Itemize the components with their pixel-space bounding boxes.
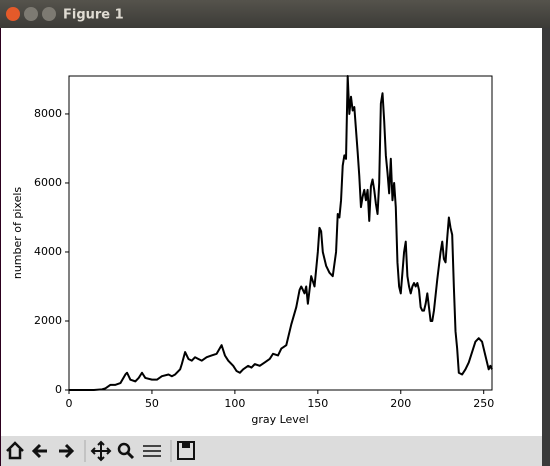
y-tick-label: 6000	[34, 176, 62, 189]
configure-button[interactable]	[143, 445, 161, 457]
data-line	[69, 75, 493, 391]
x-tick-label: 0	[66, 397, 73, 410]
minimize-button[interactable]	[24, 7, 38, 21]
axes-frame	[68, 75, 493, 391]
y-tick-label: 0	[55, 383, 62, 396]
toolbar-icons	[6, 440, 195, 462]
background	[542, 28, 550, 466]
x-tick-label: 250	[473, 397, 494, 410]
forward-button[interactable]	[59, 443, 75, 459]
save-button[interactable]	[177, 441, 195, 460]
zoom-button[interactable]	[117, 442, 131, 456]
y-tick-label: 4000	[34, 245, 62, 258]
y-tick-label: 2000	[34, 314, 62, 327]
y-tick-label: 8000	[34, 107, 62, 120]
zoom-handle	[126, 451, 135, 460]
y-axis-label: number of pixels	[11, 187, 24, 280]
maximize-button[interactable]	[42, 7, 56, 21]
home-button[interactable]	[6, 441, 24, 460]
x-tick-label: 50	[145, 397, 159, 410]
x-tick-label: 150	[307, 397, 328, 410]
title-bar	[0, 0, 550, 28]
plot: 0 50 100 150 200 250 0 2000 4000 6000 8000	[34, 75, 494, 410]
x-axis-label: gray Level	[251, 413, 308, 426]
window-title: Figure 1	[63, 8, 124, 23]
back-button[interactable]	[31, 443, 47, 459]
x-tick-label: 200	[390, 397, 411, 410]
toolbar	[1, 436, 542, 466]
x-tick-label: 100	[224, 397, 245, 410]
close-button[interactable]	[6, 7, 20, 21]
pan-button[interactable]	[90, 440, 112, 462]
save-icon-detail	[182, 443, 190, 448]
